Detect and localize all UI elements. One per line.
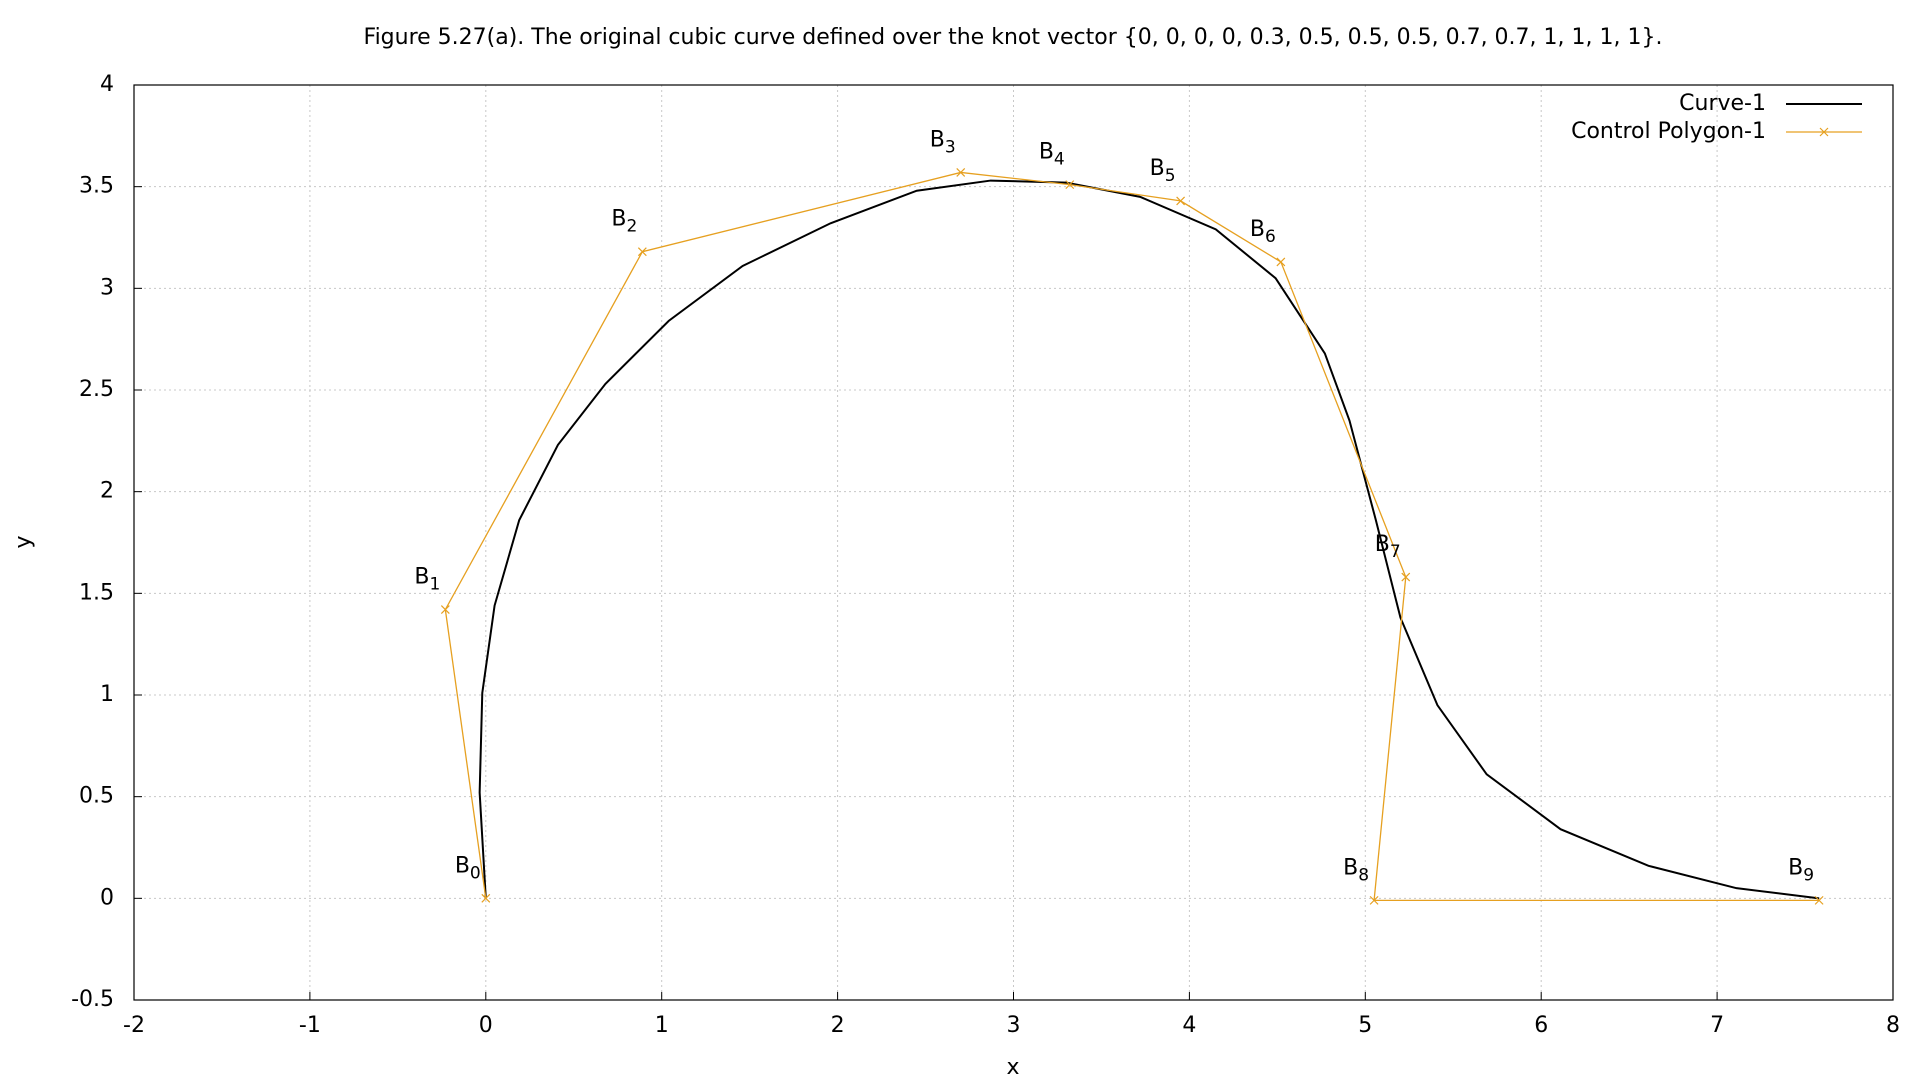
point-label-base: B	[1375, 532, 1390, 557]
point-marker	[481, 893, 491, 903]
point-label: B7	[1375, 532, 1401, 562]
y-tick-label: 0.5	[79, 784, 114, 809]
point-marker	[1176, 196, 1186, 206]
point-label: B3	[930, 127, 956, 157]
x-tick-label: 8	[1886, 1013, 1900, 1038]
point-marker	[956, 168, 966, 177]
point-marker	[1276, 257, 1286, 267]
point-label-sub: 8	[1358, 865, 1369, 885]
point-label: B6	[1250, 217, 1276, 247]
series-line	[444, 171, 1820, 902]
point-label-sub: 0	[470, 863, 481, 883]
point-label-sub: 1	[429, 575, 440, 595]
y-tick-label: 1	[100, 682, 114, 707]
y-tick-label: 0	[100, 885, 114, 910]
x-axis-label: x	[1006, 1055, 1019, 1080]
legend-label: Control Polygon-1	[1571, 119, 1766, 144]
point-label-base: B	[414, 565, 429, 590]
point-label-sub: 2	[626, 217, 637, 237]
point-label: B1	[414, 565, 440, 595]
x-tick-label: 4	[1182, 1013, 1196, 1038]
x-tick-label: 1	[655, 1013, 669, 1038]
point-marker	[1401, 572, 1411, 582]
point-label-sub: 7	[1390, 542, 1401, 562]
point-label-base: B	[1788, 855, 1803, 880]
point-label: B5	[1150, 156, 1176, 186]
point-label: B9	[1788, 855, 1814, 885]
point-label: B8	[1343, 855, 1369, 885]
point-marker	[1065, 180, 1075, 190]
legend-marker	[1819, 127, 1829, 137]
x-tick-label: 0	[479, 1013, 493, 1038]
x-tick-label: 7	[1710, 1013, 1724, 1038]
point-label-base: B	[455, 853, 470, 878]
point-marker	[1814, 895, 1824, 905]
y-tick-label: 2	[100, 479, 114, 504]
point-label-sub: 5	[1165, 166, 1176, 186]
point-label-sub: 3	[945, 137, 956, 157]
point-label-base: B	[930, 127, 945, 152]
y-tick-label: 3	[100, 275, 114, 300]
x-tick-label: 3	[1007, 1013, 1021, 1038]
point-label-base: B	[1150, 156, 1165, 181]
y-tick-label: 3.5	[79, 174, 114, 199]
chart-title: Figure 5.27(a). The original cubic curve…	[364, 25, 1663, 50]
point-label-base: B	[1250, 217, 1265, 242]
x-tick-label: -1	[299, 1013, 321, 1038]
point-label: B4	[1039, 140, 1065, 170]
y-axis-label: y	[11, 535, 36, 548]
point-label-sub: 9	[1803, 865, 1814, 885]
point-marker	[637, 247, 647, 257]
legend-label: Curve-1	[1679, 91, 1766, 116]
x-tick-label: -2	[123, 1013, 145, 1038]
y-tick-label: 4	[100, 72, 114, 97]
point-label-sub: 4	[1054, 150, 1065, 170]
y-tick-label: -0.5	[71, 987, 114, 1012]
point-label-base: B	[1343, 855, 1358, 880]
point-label: B0	[455, 853, 481, 883]
point-marker	[440, 605, 450, 615]
y-tick-label: 1.5	[79, 580, 114, 605]
x-tick-label: 2	[831, 1013, 845, 1038]
x-tick-label: 5	[1358, 1013, 1372, 1038]
point-marker	[1369, 895, 1379, 905]
x-tick-label: 6	[1534, 1013, 1548, 1038]
point-label-sub: 6	[1265, 227, 1276, 247]
point-label-base: B	[611, 207, 626, 232]
plot-frame	[133, 84, 1894, 1001]
point-label: B2	[611, 207, 637, 237]
point-label-base: B	[1039, 140, 1054, 165]
y-tick-label: 2.5	[79, 377, 114, 402]
